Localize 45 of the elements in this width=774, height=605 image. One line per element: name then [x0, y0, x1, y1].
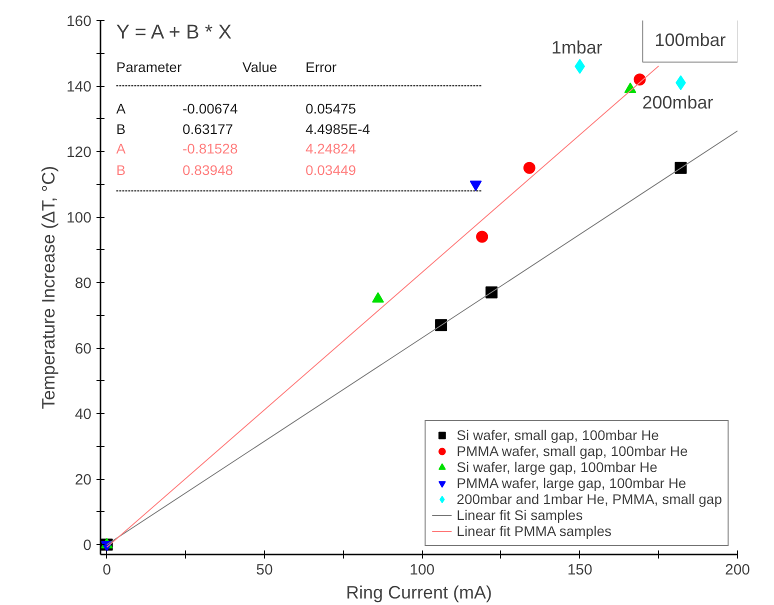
annotation: -0.81528: [182, 140, 238, 157]
annotation: 0.63177: [182, 120, 234, 137]
annotation: -0.00674: [182, 100, 238, 116]
annotation: A: [116, 100, 126, 116]
y-axis-title: Temperature Increase (ΔT, °C): [38, 166, 58, 410]
y-tick-label: 160: [66, 13, 92, 30]
annotation: 0.03449: [305, 162, 356, 178]
legend-label: Si wafer, large gap, 100mbar He: [456, 459, 658, 475]
x-axis-title: Ring Current (mA): [346, 582, 492, 602]
annotation: Error: [305, 59, 337, 76]
legend-label: Si wafer, small gap, 100mbar He: [456, 427, 659, 443]
annotation: A: [116, 140, 126, 157]
y-tick-label: 140: [66, 78, 92, 96]
annotation: 0.83948: [182, 162, 234, 178]
annotation: Parameter: [116, 59, 182, 76]
x-tick-label: 50: [256, 562, 273, 578]
y-tick-label: 100: [66, 210, 92, 227]
point: [523, 162, 536, 174]
y-tick-label: 0: [83, 537, 92, 554]
annotation: Y = A + B * X: [116, 21, 232, 44]
annotation: B: [116, 120, 126, 137]
x-tick-label: 150: [567, 562, 592, 578]
annotation: 4.4985E-4: [305, 120, 370, 137]
annotation: 4.24824: [305, 140, 356, 157]
legend-label: Linear fit Si samples: [456, 507, 583, 523]
legend-label: 200mbar and 1mbar He, PMMA, small gap: [456, 491, 722, 507]
x-tick-label: 0: [102, 562, 111, 578]
point: [372, 292, 384, 303]
point: [476, 230, 488, 243]
legend-label: PMMA wafer, small gap, 100mbar He: [456, 443, 688, 459]
annotation: Value: [242, 59, 278, 76]
y-tick-label: 60: [74, 340, 92, 358]
annotation: 0.05475: [305, 100, 356, 116]
y-tick-label: 40: [74, 406, 92, 424]
x-tick-label: 200: [724, 562, 750, 578]
x-tick-label: 100: [410, 562, 435, 578]
y-tick-label: 120: [66, 144, 92, 162]
annotation: 100mbar: [654, 30, 726, 50]
y-tick-label: 80: [74, 275, 92, 292]
legend-label: PMMA wafer, large gap, 100mbar He: [456, 475, 686, 491]
y-tick-label: 20: [74, 472, 92, 489]
annotation: 200mbar: [642, 92, 714, 113]
annotation: B: [116, 162, 126, 178]
legend-label: Linear fit PMMA samples: [456, 523, 612, 539]
annotation: 1mbar: [551, 37, 602, 58]
